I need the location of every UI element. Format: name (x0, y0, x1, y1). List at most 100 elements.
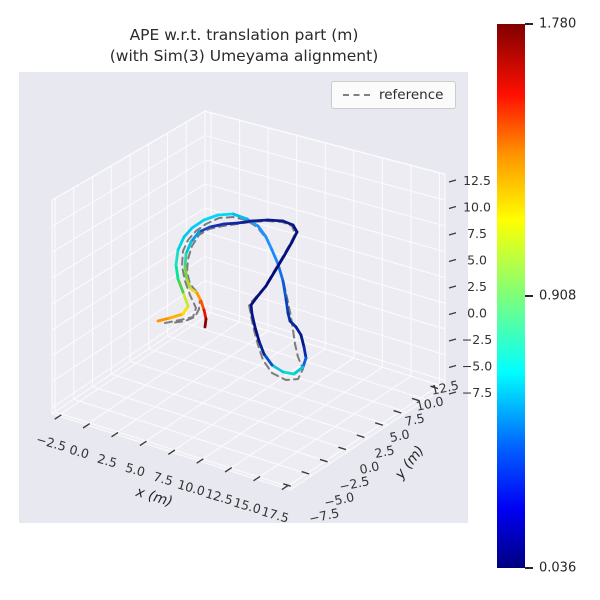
trajectory-segment (264, 235, 274, 252)
x-tick (54, 414, 62, 420)
y-tick (374, 422, 384, 426)
y-tick-label: −7.5 (308, 505, 341, 526)
trajectory-segment (299, 333, 306, 349)
gridline (129, 360, 370, 438)
colorbar-tick-mid (525, 295, 533, 297)
z-tick-label: 7.5 (467, 226, 487, 241)
gridline (167, 335, 408, 413)
y-tick (338, 446, 347, 451)
colorbar (497, 24, 525, 568)
trajectory-segment (270, 248, 280, 266)
trajectory-segment (174, 248, 180, 267)
trajectory-segment (168, 312, 185, 320)
gridline (204, 159, 446, 227)
z-tick-label: 5.0 (467, 253, 487, 268)
gridline (199, 357, 355, 462)
trajectory-segment (290, 230, 299, 244)
trajectory-segment (184, 240, 193, 256)
x-tick (224, 467, 233, 473)
gridline (204, 183, 446, 253)
x-tick (111, 431, 119, 438)
x-tick (82, 423, 91, 429)
trajectory-segment (199, 299, 206, 312)
plot-title-line2: (with Sim(3) Umeyama alignment) (109, 47, 379, 65)
z-tick (448, 338, 457, 342)
trajectory-segment (202, 213, 220, 222)
trajectory-segment (264, 269, 277, 288)
x-tick (253, 475, 261, 482)
y-tick (319, 458, 328, 463)
trajectory-segment (273, 254, 286, 273)
gridline (51, 159, 206, 253)
gridline (204, 231, 446, 304)
reference-path (164, 216, 304, 381)
trajectory-segment (253, 325, 261, 343)
trajectory-segment (195, 291, 203, 303)
gridline (111, 373, 351, 451)
trajectory-segment (189, 230, 201, 244)
trajectory-segment (185, 278, 193, 291)
z-tick (448, 311, 457, 316)
colorbar-label-min: 0.036 (539, 560, 577, 576)
trajectory-segment (182, 226, 194, 239)
z-tick-label: 12.5 (463, 173, 491, 188)
z-tick (448, 205, 457, 210)
x-tick-label: 0.0 (68, 442, 91, 462)
trajectory-segment (156, 316, 172, 323)
x-tick-label: 15.0 (232, 495, 263, 517)
gridline (51, 110, 206, 201)
trajectory-segment (294, 325, 303, 337)
z-tick (448, 232, 457, 236)
trajectory-segment (262, 352, 274, 367)
trajectory-segment (250, 312, 257, 329)
y-tick (411, 397, 420, 402)
gridline (204, 310, 446, 388)
z-tick-label: 0.0 (467, 306, 487, 321)
y-tick (430, 385, 439, 390)
x-tick-label: 10.0 (176, 477, 207, 499)
y-tick (301, 470, 310, 475)
trajectory-segment (181, 304, 190, 316)
gridline (227, 366, 383, 471)
colorbar-tick-min (525, 567, 533, 569)
y-tick-label: 12.5 (430, 377, 460, 397)
y-tick-label: 5.0 (388, 426, 411, 445)
trajectory-segment (292, 365, 305, 376)
colorbar-tick-max (525, 23, 533, 25)
gridline (204, 135, 446, 201)
trajectory-segment (256, 224, 268, 239)
legend: reference (331, 81, 457, 109)
trajectory-segment (202, 308, 208, 321)
gridline (51, 135, 206, 227)
z-tick (448, 391, 457, 395)
gridline (51, 183, 206, 279)
plot-title: APE w.r.t. translation part (m) (with Si… (19, 25, 469, 67)
trajectory-segment (284, 297, 290, 315)
trajectory-segment (250, 218, 270, 223)
z-tick-label: −5.0 (462, 359, 492, 374)
trajectory-segment (255, 284, 268, 299)
trajectory-segment (281, 370, 296, 376)
gridline (57, 312, 212, 417)
x-tick (281, 484, 289, 491)
trajectory-segment (203, 317, 208, 329)
gridline (148, 348, 389, 426)
gridline (92, 386, 332, 464)
x-tick-label: 5.0 (124, 460, 147, 480)
trajectory-segment (281, 219, 295, 227)
trajectory-segment (257, 339, 266, 356)
z-tick-label: 2.5 (467, 279, 487, 294)
y-tick (393, 409, 402, 414)
trajectory-segment (249, 295, 259, 307)
trajectory-segment (216, 212, 235, 217)
y-tick-label: 7.5 (403, 410, 426, 429)
gridline (170, 348, 326, 453)
x-tick-label: 7.5 (152, 469, 175, 489)
trajectory-segment (181, 290, 190, 308)
trajectory-segment (266, 218, 285, 223)
trajectory-segment (288, 319, 298, 329)
trajectory-segment (236, 219, 254, 225)
gridline (114, 330, 269, 435)
x-tick (196, 458, 204, 464)
